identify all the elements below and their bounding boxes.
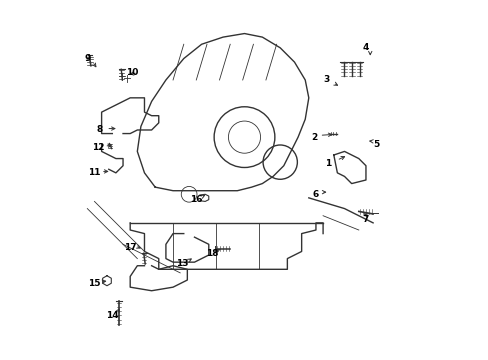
Text: 17: 17	[123, 243, 136, 252]
Text: 4: 4	[362, 43, 368, 52]
Text: 8: 8	[97, 126, 103, 135]
Text: 7: 7	[362, 215, 368, 224]
Text: 1: 1	[325, 159, 331, 168]
Text: 12: 12	[92, 143, 104, 152]
Text: 14: 14	[106, 311, 119, 320]
Text: 11: 11	[88, 168, 101, 177]
Text: 3: 3	[323, 76, 329, 85]
Text: 5: 5	[373, 140, 379, 149]
Text: 16: 16	[190, 195, 202, 204]
Text: 2: 2	[310, 132, 317, 141]
Text: 10: 10	[125, 68, 138, 77]
Text: 9: 9	[84, 54, 90, 63]
Text: 6: 6	[312, 190, 318, 199]
Text: 15: 15	[88, 279, 101, 288]
Text: 18: 18	[205, 249, 218, 258]
Text: 13: 13	[175, 260, 188, 269]
